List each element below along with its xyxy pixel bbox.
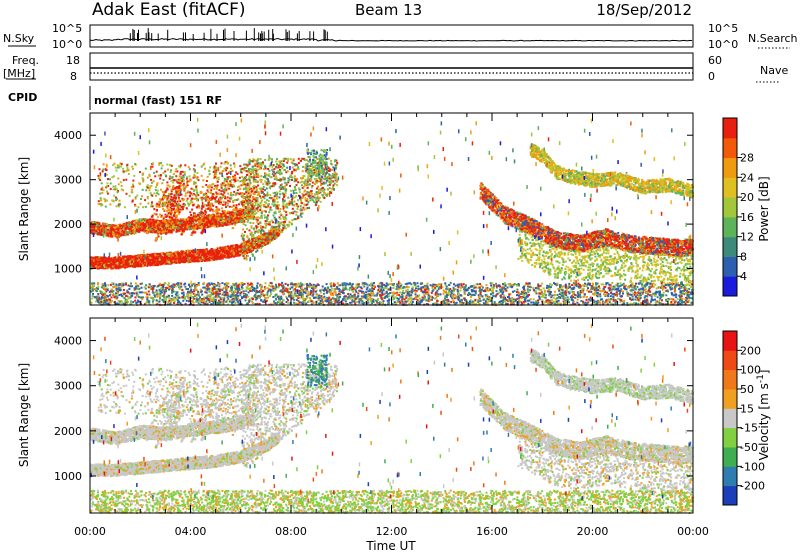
power-y-label: Slant Range [km] — [17, 157, 31, 261]
colorbar-cell — [723, 370, 737, 390]
colorbar-tick-label: 20 — [740, 191, 754, 204]
colorbar-tick-label: -100 — [740, 460, 765, 473]
power-colorbar: 4 8 12 16 20 24 28 — [723, 118, 754, 297]
nsearch-tick-top: 10^5 — [708, 22, 738, 35]
x-tick-label: 20:00 — [577, 525, 609, 538]
colorbar-cell — [723, 389, 737, 409]
x-tick-label: 00:00 — [677, 525, 709, 538]
y-tick-label: 2000 — [54, 218, 82, 231]
nsky-trace — [90, 39, 692, 42]
nave-label: Nave — [760, 64, 788, 77]
colorbar-cell — [723, 217, 737, 237]
date-label: 18/Sep/2012 — [596, 1, 692, 19]
colorbar-tick-label: -15 — [740, 422, 758, 435]
colorbar-cell — [723, 408, 737, 428]
freq-tick-bottom: 8 — [70, 70, 77, 83]
beam-label: Beam 13 — [355, 1, 422, 19]
colorbar-tick-label: 24 — [740, 171, 754, 184]
nsearch-tick-bottom: 10^0 — [708, 38, 738, 51]
y-tick-label: 2000 — [54, 425, 82, 438]
y-tick-label: 4000 — [54, 335, 82, 348]
colorbar-cell — [723, 276, 737, 296]
cpid-label: CPID — [8, 91, 37, 104]
colorbar-cell — [723, 486, 737, 506]
power-panel: 1000 2000 3000 4000 Slant Range [km] 4 8 12 16… — [17, 113, 771, 306]
colorbar-cell — [723, 466, 737, 486]
freq-label: Freq. — [12, 54, 39, 67]
colorbar-tick-label: 16 — [740, 211, 754, 224]
velocity-panel: 1000 2000 3000 4000 00:00 04:00 08:00 12:00 16:… — [17, 318, 771, 553]
station-title: Adak East (fitACF) — [92, 0, 246, 20]
colorbar-tick-label: 15 — [740, 402, 754, 415]
nsearch-label: N.Search — [748, 32, 798, 45]
y-tick-label: 4000 — [54, 129, 82, 142]
freq-panel: Freq. [MHz] 18 8 60 0 Nave — [3, 53, 788, 83]
y-tick-label: 1000 — [54, 470, 82, 483]
nave-tick-bottom: 0 — [708, 70, 715, 83]
nsky-label: N.Sky — [3, 32, 35, 45]
y-tick-label: 3000 — [54, 380, 82, 393]
colorbar-tick-label: -200 — [740, 480, 765, 493]
nsky-tick-top: 10^5 — [52, 22, 82, 35]
nsky-panel: N.Sky 10^5 10^0 10^5 10^0 N.Search — [3, 22, 798, 51]
velocity-data — [90, 323, 694, 514]
x-tick-label: 04:00 — [175, 525, 207, 538]
colorbar-tick-label: 12 — [740, 231, 754, 244]
nave-tick-top: 60 — [708, 54, 722, 67]
freq-tick-top: 18 — [66, 54, 80, 67]
colorbar-cell — [723, 197, 737, 217]
colorbar-cell — [723, 331, 737, 351]
y-tick-label: 3000 — [54, 174, 82, 187]
cpid-value: normal (fast) 151 RF — [94, 94, 222, 107]
colorbar-cell — [723, 177, 737, 197]
colorbar-tick-label: 50 — [740, 383, 754, 396]
time-axis-title: Time UT — [365, 539, 416, 553]
x-tick-label: 12:00 — [376, 525, 408, 538]
power-data — [90, 118, 694, 306]
colorbar-cell — [723, 237, 737, 257]
velocity-y-label: Slant Range [km] — [17, 363, 31, 467]
x-tick-label: 00:00 — [74, 525, 106, 538]
velocity-cbar-label: Velocity [m s-1] — [756, 370, 771, 461]
time-axis-labels: 00:00 04:00 08:00 12:00 16:00 20:00 00:00 — [74, 525, 709, 538]
y-tick-label: 1000 — [54, 263, 82, 276]
colorbar-tick-label: 4 — [740, 270, 747, 283]
colorbar-cell — [723, 158, 737, 178]
colorbar-cell — [723, 138, 737, 158]
colorbar-cell — [723, 256, 737, 276]
colorbar-tick-label: 28 — [740, 152, 754, 165]
colorbar-cell — [723, 447, 737, 467]
x-tick-label: 08:00 — [275, 525, 307, 538]
radar-summary-plot: Adak East (fitACF) Beam 13 18/Sep/2012 N… — [0, 0, 800, 554]
x-tick-label: 16:00 — [476, 525, 508, 538]
colorbar-cell — [723, 118, 737, 138]
nsky-tick-bottom: 10^0 — [52, 38, 82, 51]
colorbar-tick-label: -50 — [740, 441, 758, 454]
cpid-panel: CPID normal (fast) 151 RF — [8, 86, 222, 110]
freq-unit: [MHz] — [3, 67, 35, 80]
colorbar-cell — [723, 428, 737, 448]
power-cbar-label: Power [dB] — [757, 176, 771, 241]
colorbar-tick-label: 8 — [740, 250, 747, 263]
colorbar-tick-label: 200 — [740, 344, 761, 357]
colorbar-cell — [723, 350, 737, 370]
